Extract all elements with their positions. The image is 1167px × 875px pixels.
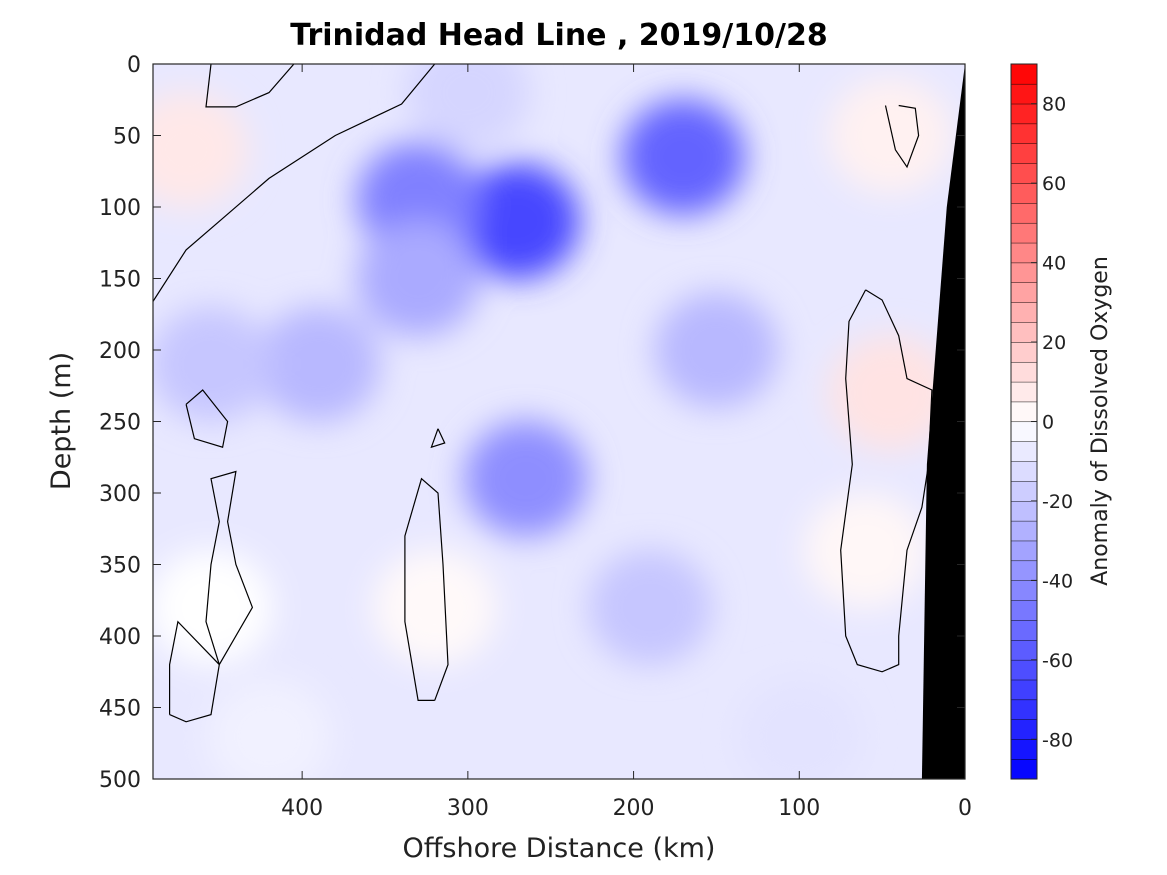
y-tick-label: 250 xyxy=(99,411,141,436)
colorbar-band xyxy=(1010,163,1038,184)
colorbar-tick-label: -20 xyxy=(1042,491,1073,513)
colorbar-band xyxy=(1010,659,1038,681)
zero-contour-far-west-small xyxy=(185,389,229,448)
anomaly-cell xyxy=(256,306,381,423)
colorbar-tick-label: -80 xyxy=(1042,729,1073,751)
zero-contour-middle-small xyxy=(430,428,446,449)
colorbar-band xyxy=(1010,421,1038,442)
colorbar-band xyxy=(1010,600,1038,621)
y-tick-label: 150 xyxy=(99,268,141,293)
x-tick-label: 200 xyxy=(613,796,655,821)
plot-area xyxy=(152,63,966,780)
y-tick-label: 500 xyxy=(99,768,141,793)
y-tick-label: 400 xyxy=(99,625,141,650)
colorbar-band xyxy=(1010,262,1038,283)
anomaly-cell xyxy=(621,98,746,215)
colorbar-band xyxy=(1010,242,1038,264)
x-tick-label: 0 xyxy=(958,796,972,821)
colorbar-band xyxy=(1010,83,1038,105)
colorbar-tick-label: 60 xyxy=(1042,173,1066,195)
anomaly-cell xyxy=(463,420,588,537)
anomaly-cell xyxy=(405,64,530,151)
y-tick-label: 100 xyxy=(99,196,141,221)
colorbar-band xyxy=(1010,520,1038,542)
colorbar-band xyxy=(1010,739,1038,760)
chart-title: Trinidad Head Line , 2019/10/28 xyxy=(290,18,828,53)
zero-contour-nearshore-large xyxy=(840,289,933,673)
colorbar-band xyxy=(1010,580,1038,601)
colorbar-band xyxy=(1010,758,1038,780)
anomaly-cell xyxy=(828,77,953,194)
zero-contour-middle xyxy=(404,477,449,702)
y-tick-label: 300 xyxy=(99,482,141,507)
anomaly-cell xyxy=(207,678,331,779)
colorbar-band xyxy=(1010,302,1038,323)
anomaly-cell xyxy=(153,549,273,666)
colorbar-band xyxy=(1010,103,1038,125)
anomaly-cell xyxy=(153,306,273,423)
y-axis-label: Depth (m) xyxy=(46,352,77,490)
colorbar-band xyxy=(1010,560,1038,581)
colorbar-tick-label: 0 xyxy=(1042,412,1054,434)
colorbar-label: Anomaly of Dissolved Oxygen xyxy=(1088,256,1113,586)
colorbar-band xyxy=(1010,401,1038,423)
colorbar-band xyxy=(1010,719,1038,740)
colorbar-band xyxy=(1010,460,1038,482)
y-axis: 0 50 100 150 200 250 300 350 400 450 500 xyxy=(99,53,965,793)
anomaly-cell xyxy=(356,220,481,337)
x-tick-label: 400 xyxy=(281,796,323,821)
colorbar-band xyxy=(1010,321,1038,343)
colorbar-frame xyxy=(1010,63,1038,780)
anomaly-cell xyxy=(153,91,249,208)
anomaly-field xyxy=(153,64,953,779)
anomaly-cell xyxy=(372,549,497,666)
colorbar-tick-label: -60 xyxy=(1042,650,1073,672)
colorbar-band xyxy=(1010,441,1038,462)
y-tick-label: 50 xyxy=(113,125,141,150)
anomaly-cell xyxy=(803,492,928,609)
colorbar-band xyxy=(1010,540,1038,562)
colorbar-band xyxy=(1010,381,1038,403)
colorbar-band xyxy=(1010,480,1038,502)
anomaly-cell xyxy=(455,163,580,280)
y-tick-label: 200 xyxy=(99,339,141,364)
colorbar-band xyxy=(1010,202,1038,224)
x-tick-label: 300 xyxy=(447,796,489,821)
colorbar-band xyxy=(1010,361,1038,383)
x-axis-label: Offshore Distance (km) xyxy=(403,833,716,864)
colorbar-band xyxy=(1010,619,1038,641)
zero-contour-north-west xyxy=(153,64,436,302)
colorbar-tick-label: 20 xyxy=(1042,332,1066,354)
colorbar-band xyxy=(1010,500,1038,522)
y-tick-label: 350 xyxy=(99,554,141,579)
y-tick-label: 450 xyxy=(99,697,141,722)
colorbar-band xyxy=(1010,639,1038,661)
colorbar: -80 -60 -40 -20 0 20 40 60 80 xyxy=(1010,63,1073,780)
anomaly-cell xyxy=(588,549,713,666)
bathymetry-mask xyxy=(921,64,965,779)
colorbar-band xyxy=(1010,341,1038,363)
colorbar-band xyxy=(1010,222,1038,244)
colorbar-band xyxy=(1010,699,1038,720)
colorbar-band xyxy=(1010,63,1038,85)
zero-contour-far-west xyxy=(169,470,254,723)
zero-contour-nearshore-small xyxy=(884,104,920,169)
colorbar-tick-label: 40 xyxy=(1042,253,1066,275)
colorbar-band xyxy=(1010,143,1038,164)
x-axis: 400 300 200 100 0 xyxy=(281,64,972,821)
colorbar-tick-label: -40 xyxy=(1042,570,1073,592)
colorbar-tick-label: 80 xyxy=(1042,94,1066,116)
colorbar-band xyxy=(1010,182,1038,204)
colorbar-band xyxy=(1010,123,1038,144)
anomaly-cell xyxy=(737,678,862,779)
colorbar-band xyxy=(1010,282,1038,303)
zero-contour-upper-left xyxy=(205,64,295,108)
y-tick-label: 0 xyxy=(127,53,141,78)
colorbar-band xyxy=(1010,679,1038,701)
x-tick-label: 100 xyxy=(778,796,820,821)
zero-contours xyxy=(153,64,933,723)
anomaly-cell xyxy=(828,334,953,451)
anomaly-cell xyxy=(654,292,779,408)
